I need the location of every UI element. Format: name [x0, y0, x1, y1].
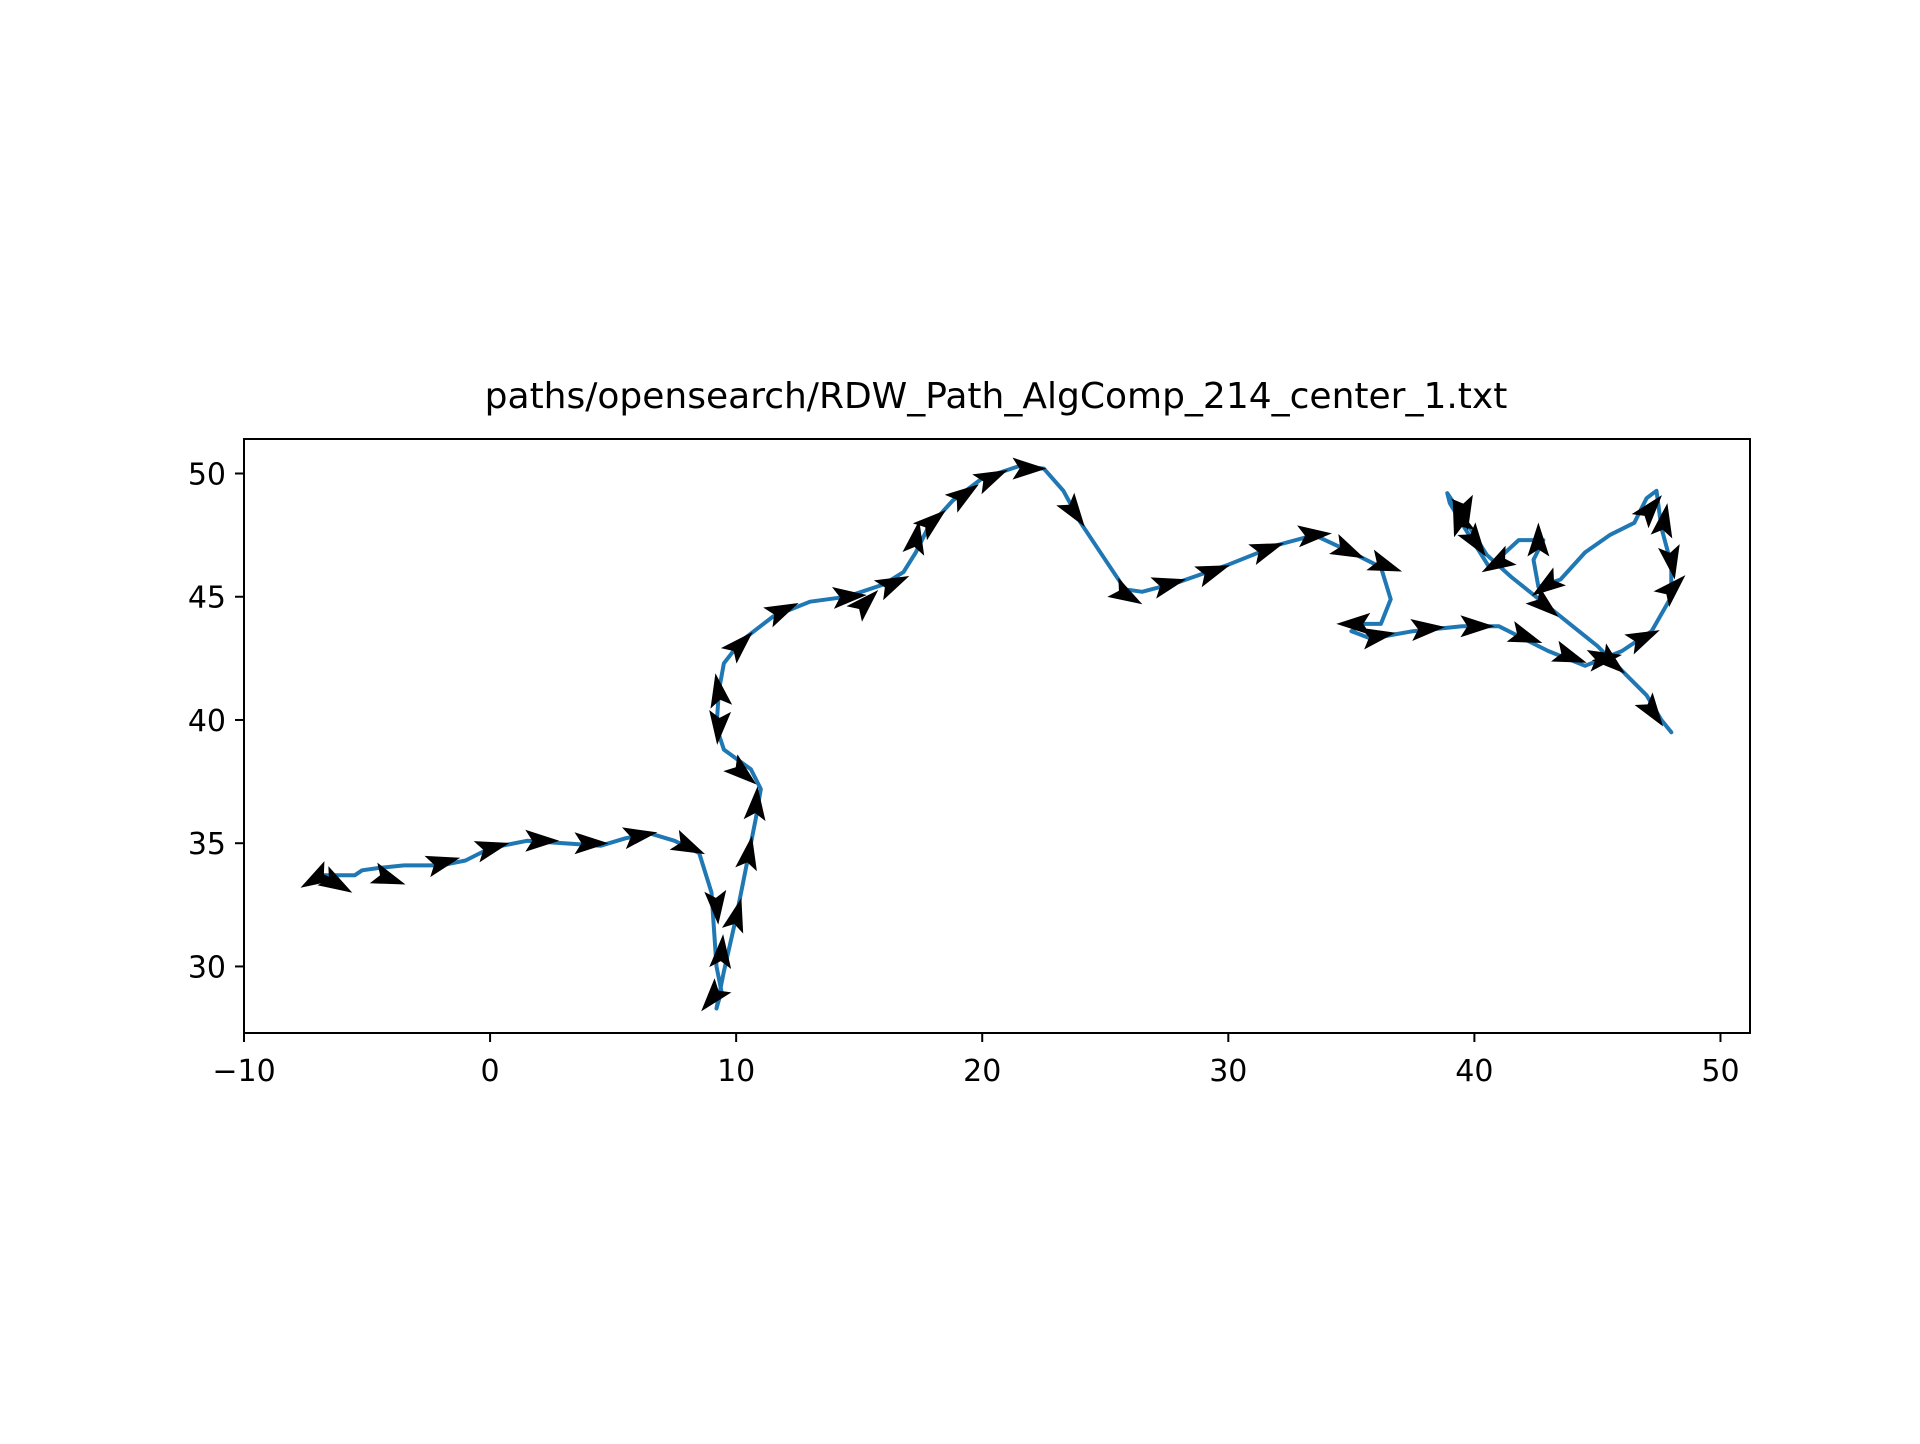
y-tick-label: 40 — [188, 704, 226, 739]
direction-arrow — [317, 866, 353, 893]
y-tick-label: 45 — [188, 581, 226, 616]
direction-arrow — [369, 862, 406, 885]
direction-arrow — [1631, 495, 1662, 529]
plot-area — [300, 457, 1686, 1012]
x-tick-label: 0 — [481, 1054, 500, 1089]
y-tick-label: 30 — [188, 950, 226, 985]
y-axis: 30 35 40 45 50 — [188, 458, 244, 985]
direction-arrow — [669, 829, 706, 855]
direction-arrow — [1329, 534, 1365, 559]
direction-arrow — [1248, 543, 1284, 566]
direction-arrow — [743, 786, 766, 822]
direction-arrow — [1634, 692, 1664, 727]
x-tick-label: 40 — [1455, 1054, 1493, 1089]
direction-arrow — [1624, 630, 1660, 655]
axes-frame — [243, 438, 1751, 1034]
x-tick-label: −10 — [212, 1054, 275, 1089]
direction-arrow — [721, 897, 744, 934]
direction-arrow — [424, 855, 461, 878]
direction-arrow — [1457, 522, 1486, 557]
direction-arrow — [944, 484, 979, 513]
x-tick-label: 10 — [717, 1054, 755, 1089]
direction-arrow — [1506, 621, 1543, 644]
chart-title: paths/opensearch/RDW_Path_AlgComp_214_ce… — [485, 376, 1508, 417]
direction-arrow — [1194, 565, 1230, 588]
direction-arrow — [709, 709, 732, 745]
direction-arrow — [704, 889, 727, 925]
x-axis: −10 0 10 20 30 40 50 — [212, 1033, 1740, 1089]
direction-arrow — [1012, 457, 1047, 480]
direction-arrow — [1366, 549, 1403, 572]
direction-arrow — [1410, 619, 1446, 641]
direction-arrow — [710, 673, 733, 709]
direction-arrow — [873, 575, 910, 601]
direction-arrow — [831, 586, 867, 609]
x-tick-label: 30 — [1209, 1054, 1247, 1089]
direction-arrow — [902, 520, 925, 556]
direction-arrow — [1107, 577, 1143, 605]
direction-arrow — [1550, 640, 1587, 663]
direction-arrow — [912, 509, 946, 541]
y-tick-label: 50 — [188, 458, 226, 493]
direction-arrow — [1653, 575, 1686, 607]
direction-arrow — [735, 835, 757, 872]
direction-arrow — [525, 829, 560, 852]
direction-arrow — [1297, 525, 1332, 548]
direction-arrow — [1451, 494, 1473, 531]
direction-arrow — [1360, 627, 1396, 650]
direction-arrow — [1150, 577, 1187, 599]
x-tick-label: 20 — [963, 1054, 1001, 1089]
direction-arrow — [846, 589, 879, 622]
x-tick-label: 50 — [1701, 1054, 1739, 1089]
direction-arrow — [1650, 503, 1673, 539]
y-tick-label: 35 — [188, 827, 226, 862]
direction-arrow — [1481, 545, 1517, 573]
direction-arrow — [709, 934, 732, 970]
direction-arrow — [1658, 544, 1680, 580]
direction-arrow — [701, 978, 732, 1012]
direction-arrow — [720, 631, 753, 664]
direction-arrow — [1591, 643, 1626, 674]
direction-arrow — [473, 841, 510, 863]
direction-arrow — [1460, 615, 1495, 638]
direction-arrow — [1525, 586, 1559, 617]
direction-arrow — [574, 832, 609, 855]
direction-arrow — [763, 603, 799, 628]
direction-arrow — [622, 827, 658, 850]
direction-arrow — [723, 754, 757, 785]
direction-arrow — [1056, 492, 1085, 527]
direction-arrow — [1527, 522, 1550, 557]
direction-arrow — [972, 469, 1008, 495]
path-line — [315, 464, 1674, 1011]
